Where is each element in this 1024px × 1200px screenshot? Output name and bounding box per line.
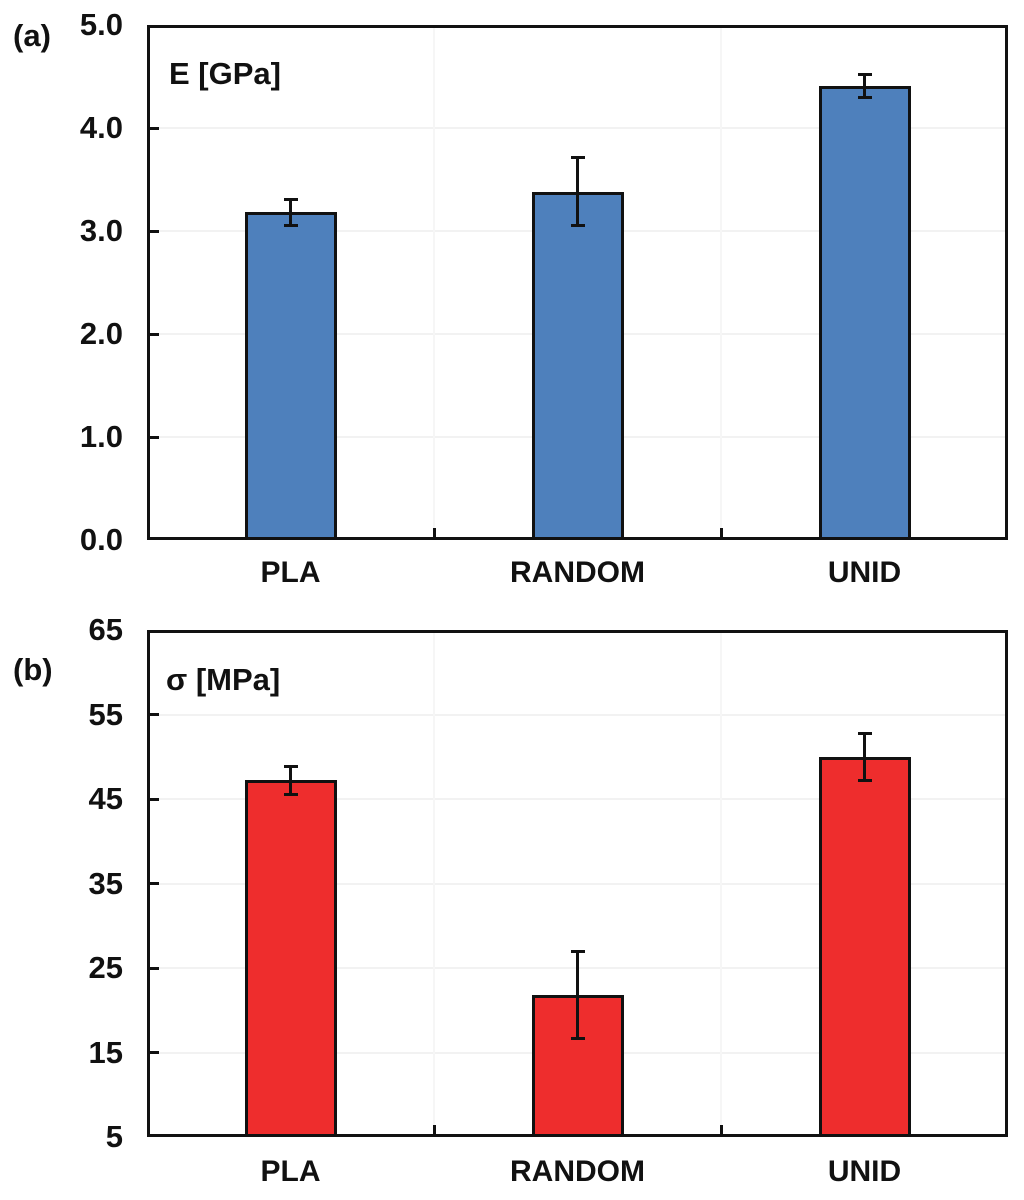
category-label-unid: UNID [827, 1155, 902, 1188]
error-bar-cap-top-random [570, 949, 585, 953]
x-axis-tick [719, 528, 723, 537]
y-tick-label: 15 [88, 1034, 123, 1070]
bar-unid [818, 756, 911, 1137]
y-axis-tick [150, 229, 159, 233]
error-bar-cap-top-unid [857, 731, 872, 735]
bar-random [531, 995, 624, 1137]
gridline-vertical [433, 633, 435, 1134]
category-label-random: RANDOM [510, 556, 645, 589]
y-tick-label: 1.0 [79, 419, 123, 454]
chart-b-title: σ [MPa] [166, 662, 281, 697]
error-bar-line-random [576, 951, 579, 1039]
y-tick-label: 5 [105, 1119, 123, 1154]
category-label-random: RANDOM [510, 1155, 645, 1188]
gridline-horizontal [150, 127, 1005, 129]
y-axis-tick [150, 126, 159, 130]
y-tick-label: 25 [88, 950, 123, 985]
panel-label-a: (a) [13, 18, 51, 53]
error-bar-cap-bottom-pla [283, 224, 298, 228]
bar-unid [818, 85, 911, 540]
y-axis-tick [150, 713, 159, 716]
error-bar-line-unid [863, 74, 866, 98]
category-label-unid: UNID [827, 556, 902, 589]
error-bar-cap-top-unid [857, 72, 872, 76]
y-tick-label: 0.0 [79, 522, 123, 557]
y-axis-tick [150, 966, 159, 970]
y-tick-label: 55 [88, 696, 123, 732]
x-axis-tick [719, 1125, 723, 1134]
gridline-horizontal [150, 882, 1005, 885]
error-bar-cap-bottom-pla [283, 793, 298, 797]
gridline-vertical [433, 28, 435, 537]
y-tick-label: 3.0 [79, 213, 123, 248]
gridline-horizontal [150, 713, 1005, 716]
category-label-pla: PLA [260, 1155, 321, 1188]
y-tick-label: 5.0 [79, 7, 123, 42]
y-axis-tick [150, 1051, 159, 1054]
y-tick-label: 45 [88, 781, 123, 816]
bar-pla [244, 212, 337, 540]
gridline-horizontal [150, 798, 1005, 800]
error-bar-cap-top-pla [283, 764, 298, 768]
error-bar-cap-bottom-unid [857, 778, 872, 782]
error-bar-line-random [576, 157, 579, 226]
gridline-vertical [720, 28, 722, 537]
category-label-pla: PLA [260, 556, 321, 589]
chart-a-title: E [GPa] [169, 56, 281, 91]
y-tick-label: 35 [88, 865, 123, 901]
error-bar-line-pla [289, 199, 292, 226]
error-bar-cap-bottom-random [570, 224, 585, 228]
x-axis-tick [432, 1125, 436, 1134]
y-tick-label: 2.0 [79, 316, 123, 351]
y-tick-label: 4.0 [79, 110, 123, 145]
error-bar-cap-top-random [570, 156, 585, 160]
y-axis-tick [150, 882, 159, 885]
y-axis-tick [150, 435, 159, 439]
error-bar-cap-bottom-unid [857, 95, 872, 99]
bar-pla [244, 780, 337, 1137]
error-bar-line-pla [289, 766, 292, 795]
error-bar-line-unid [863, 733, 866, 781]
x-axis-tick [432, 528, 436, 537]
gridline-vertical [720, 633, 722, 1134]
y-tick-label: 65 [88, 612, 123, 647]
error-bar-cap-top-pla [283, 197, 298, 201]
error-bar-cap-bottom-random [570, 1037, 585, 1041]
y-axis-tick [150, 797, 159, 801]
y-axis-tick [150, 332, 159, 336]
panel-label-b: (b) [13, 652, 53, 687]
